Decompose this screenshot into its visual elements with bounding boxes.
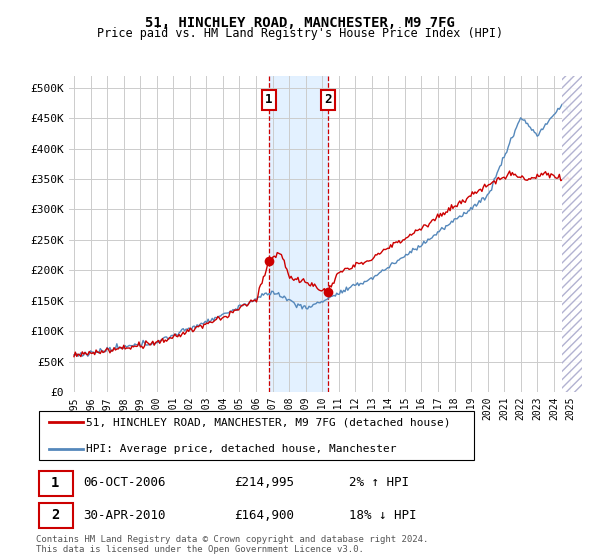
Text: 51, HINCHLEY ROAD, MANCHESTER, M9 7FG (detached house): 51, HINCHLEY ROAD, MANCHESTER, M9 7FG (d… bbox=[86, 417, 450, 427]
Bar bbox=[562, 76, 587, 392]
Text: 2% ↑ HPI: 2% ↑ HPI bbox=[349, 477, 409, 489]
Text: 06-OCT-2006: 06-OCT-2006 bbox=[83, 477, 166, 489]
FancyBboxPatch shape bbox=[38, 411, 475, 460]
Text: £164,900: £164,900 bbox=[235, 508, 295, 521]
Bar bbox=[269, 76, 328, 392]
Text: Price paid vs. HM Land Registry's House Price Index (HPI): Price paid vs. HM Land Registry's House … bbox=[97, 27, 503, 40]
Text: 51, HINCHLEY ROAD, MANCHESTER, M9 7FG: 51, HINCHLEY ROAD, MANCHESTER, M9 7FG bbox=[145, 16, 455, 30]
Text: Contains HM Land Registry data © Crown copyright and database right 2024.
This d: Contains HM Land Registry data © Crown c… bbox=[36, 535, 428, 554]
Text: 1: 1 bbox=[51, 476, 59, 490]
Text: 2: 2 bbox=[51, 508, 59, 522]
Text: 18% ↓ HPI: 18% ↓ HPI bbox=[349, 508, 416, 521]
Text: HPI: Average price, detached house, Manchester: HPI: Average price, detached house, Manc… bbox=[86, 444, 396, 454]
Text: 2: 2 bbox=[324, 94, 331, 106]
FancyBboxPatch shape bbox=[38, 472, 73, 496]
Text: 1: 1 bbox=[265, 94, 272, 106]
Text: 30-APR-2010: 30-APR-2010 bbox=[83, 508, 166, 521]
Text: £214,995: £214,995 bbox=[235, 477, 295, 489]
FancyBboxPatch shape bbox=[38, 503, 73, 528]
